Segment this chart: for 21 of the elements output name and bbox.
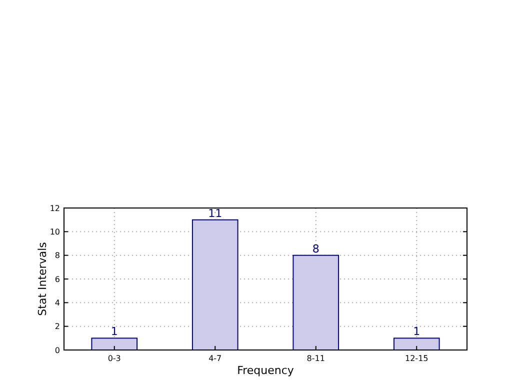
y-tick-label: 6 [54, 274, 60, 284]
y-tick-label: 0 [54, 346, 60, 355]
bar [192, 219, 238, 350]
y-axis-title: Stat Intervals [36, 242, 49, 316]
x-tick-label: 8-11 [306, 354, 325, 363]
bar [292, 254, 340, 350]
data-label: 8 [312, 242, 320, 256]
y-tick-label: 12 [50, 204, 60, 213]
y-tick-label: 10 [50, 227, 60, 236]
y-tick-label: 2 [54, 322, 60, 332]
data-label: 1 [110, 325, 118, 338]
y-tick-label: 8 [54, 251, 60, 260]
x-tick-label: 4-7 [208, 354, 222, 363]
data-label: 11 [208, 206, 222, 220]
bar [91, 338, 138, 350]
x-tick-label: 0-3 [108, 354, 121, 363]
x-tick-label: 12-15 [405, 354, 428, 363]
bar [393, 338, 440, 350]
data-label: 1 [413, 325, 420, 338]
y-tick-label: 4 [54, 298, 60, 308]
x-axis-title: Frequency [237, 364, 294, 377]
